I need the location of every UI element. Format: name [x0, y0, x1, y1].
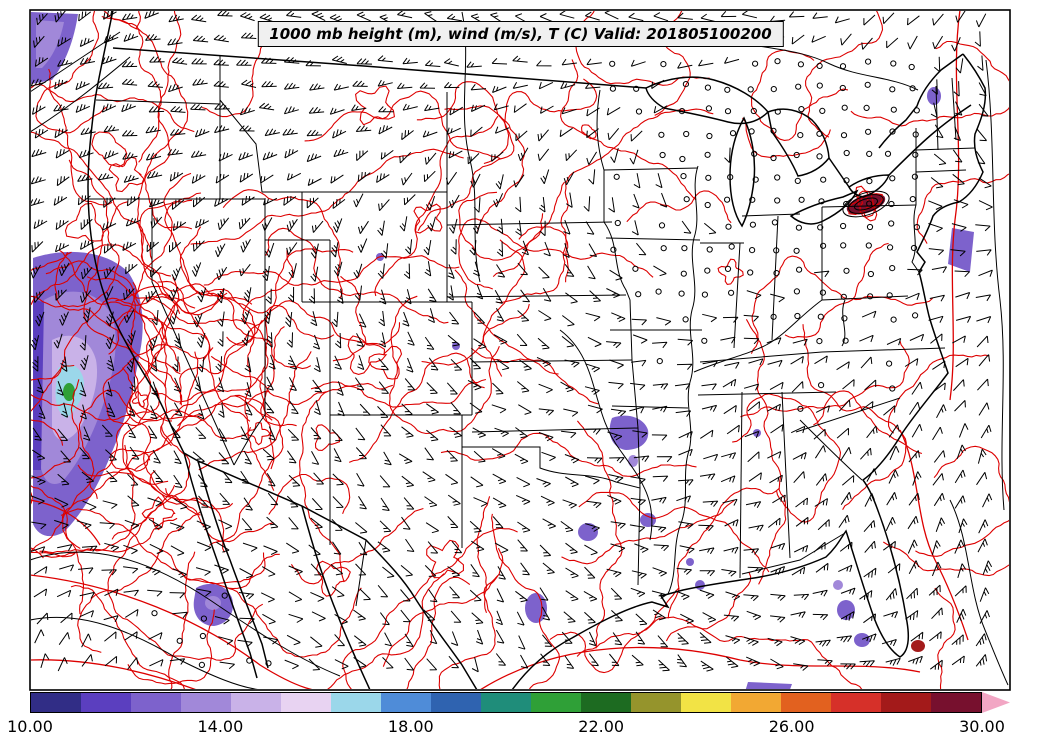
colorbar-segment	[131, 693, 181, 712]
colorbar-tick-label: 22.00	[578, 717, 625, 736]
colorbar-segment	[431, 693, 481, 712]
coastlines	[87, 11, 987, 689]
colorbar-segment	[381, 693, 431, 712]
colorbar-segment	[231, 693, 281, 712]
colorbar-segment	[181, 693, 231, 712]
colorbar-segment	[831, 693, 881, 712]
colorbar-segment	[81, 693, 131, 712]
colorbar-tick-label: 26.00	[768, 717, 815, 736]
colorbar-tick-label: 10.00	[7, 717, 53, 736]
colorbar-segment	[681, 693, 731, 712]
colorbar-segment	[331, 693, 381, 712]
height-contours	[31, 11, 1009, 689]
colorbar-segment	[31, 693, 81, 712]
colorbar-segment	[281, 693, 331, 712]
plot-title: 1000 mb height (m), wind (m/s), T (C) Va…	[257, 21, 784, 47]
colorbar-tick-label: 14.00	[197, 717, 244, 736]
colorbar-segment	[481, 693, 531, 712]
colorbar-tick-label: 18.00	[387, 717, 434, 736]
colorbar-segment	[581, 693, 631, 712]
colorbar-segment	[781, 693, 831, 712]
state-borders	[89, 55, 976, 607]
colorbar-segment	[881, 693, 931, 712]
colorbar-segment	[531, 693, 581, 712]
colorbar-tick-label: 30.00	[959, 717, 1005, 736]
colorbar-segment	[931, 693, 981, 712]
colorbar-segment	[631, 693, 681, 712]
colorbar-segment	[731, 693, 781, 712]
colorbar	[30, 692, 982, 713]
wind-barbs	[31, 11, 993, 673]
